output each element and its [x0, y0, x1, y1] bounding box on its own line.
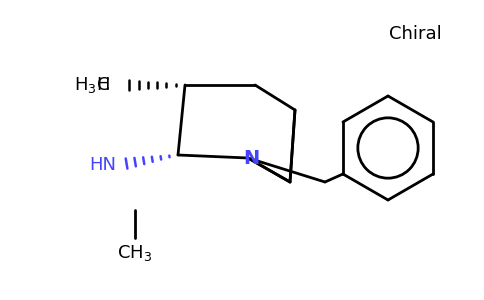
Text: HN: HN	[89, 156, 116, 174]
Text: H: H	[96, 76, 110, 94]
Text: $\mathregular{CH_3}$: $\mathregular{CH_3}$	[118, 243, 152, 263]
Text: N: N	[243, 148, 259, 167]
Text: Chiral: Chiral	[389, 25, 441, 43]
Text: $\mathregular{H_3C}$: $\mathregular{H_3C}$	[74, 75, 110, 95]
